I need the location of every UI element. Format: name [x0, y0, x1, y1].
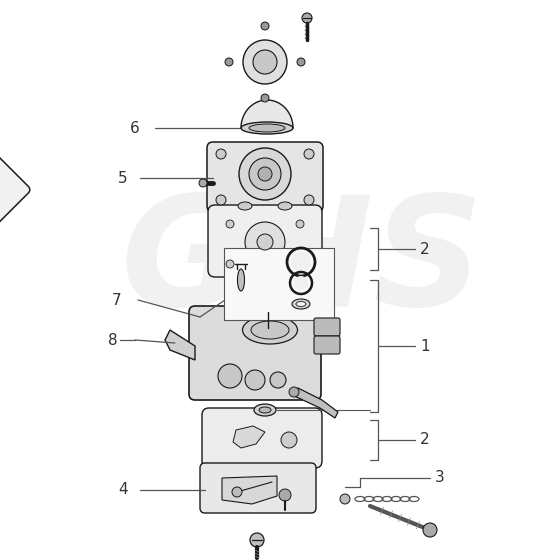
- Circle shape: [423, 523, 437, 537]
- Circle shape: [226, 220, 234, 228]
- FancyBboxPatch shape: [208, 205, 322, 277]
- Circle shape: [232, 487, 242, 497]
- Circle shape: [261, 22, 269, 30]
- Polygon shape: [241, 100, 293, 128]
- Bar: [224, 248, 334, 320]
- Circle shape: [302, 13, 312, 23]
- Circle shape: [216, 149, 226, 159]
- Circle shape: [243, 40, 287, 84]
- Text: 6: 6: [130, 120, 140, 136]
- FancyBboxPatch shape: [202, 408, 322, 468]
- Circle shape: [253, 50, 277, 74]
- Polygon shape: [233, 426, 265, 448]
- Circle shape: [304, 149, 314, 159]
- Polygon shape: [290, 388, 338, 418]
- Circle shape: [291, 252, 311, 272]
- Circle shape: [279, 489, 291, 501]
- Circle shape: [245, 370, 265, 390]
- FancyBboxPatch shape: [314, 336, 340, 354]
- Circle shape: [270, 372, 286, 388]
- FancyBboxPatch shape: [189, 306, 321, 400]
- Text: 5: 5: [118, 170, 128, 185]
- Circle shape: [294, 276, 308, 290]
- Text: 2: 2: [420, 241, 430, 256]
- Circle shape: [297, 58, 305, 66]
- Ellipse shape: [296, 301, 306, 306]
- Circle shape: [340, 494, 350, 504]
- FancyBboxPatch shape: [200, 463, 316, 513]
- Text: GHS: GHS: [121, 189, 484, 338]
- Text: 7: 7: [112, 292, 122, 307]
- Circle shape: [296, 260, 304, 268]
- Text: 4: 4: [118, 483, 128, 497]
- Ellipse shape: [249, 124, 285, 132]
- FancyBboxPatch shape: [207, 142, 323, 212]
- Text: 8: 8: [108, 333, 118, 348]
- Circle shape: [296, 220, 304, 228]
- Circle shape: [249, 158, 281, 190]
- Circle shape: [225, 58, 233, 66]
- Ellipse shape: [259, 407, 271, 413]
- Circle shape: [199, 179, 207, 187]
- Circle shape: [250, 533, 264, 547]
- FancyBboxPatch shape: [0, 116, 30, 263]
- Text: 3: 3: [435, 470, 445, 486]
- Circle shape: [216, 195, 226, 205]
- Ellipse shape: [241, 122, 293, 134]
- Circle shape: [226, 260, 234, 268]
- Ellipse shape: [292, 299, 310, 309]
- Circle shape: [261, 94, 269, 102]
- Ellipse shape: [254, 404, 276, 416]
- Ellipse shape: [251, 321, 289, 339]
- Circle shape: [258, 167, 272, 181]
- Circle shape: [289, 387, 299, 397]
- Ellipse shape: [237, 269, 245, 291]
- Circle shape: [239, 148, 291, 200]
- Polygon shape: [165, 330, 195, 360]
- Circle shape: [304, 195, 314, 205]
- Text: 2: 2: [420, 432, 430, 447]
- Polygon shape: [222, 476, 277, 504]
- Circle shape: [218, 364, 242, 388]
- Circle shape: [245, 222, 285, 262]
- Ellipse shape: [238, 202, 252, 210]
- FancyBboxPatch shape: [314, 318, 340, 336]
- Circle shape: [281, 432, 297, 448]
- Ellipse shape: [278, 202, 292, 210]
- Ellipse shape: [242, 316, 297, 344]
- Circle shape: [257, 234, 273, 250]
- Text: 1: 1: [420, 338, 430, 353]
